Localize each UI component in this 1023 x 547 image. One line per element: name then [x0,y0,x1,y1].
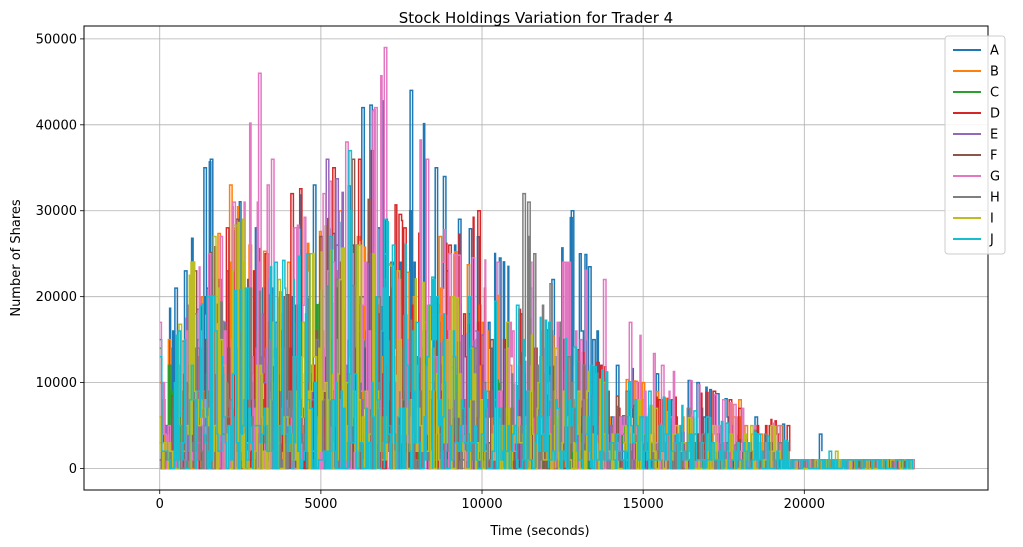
x-tick-label: 0 [156,497,164,512]
legend-label-h: H [990,191,1000,206]
y-tick-label: 10000 [36,376,77,391]
legend-label-d: D [990,107,1000,122]
y-axis-label: Number of Shares [9,199,24,317]
x-tick-label: 10000 [461,497,502,512]
plot-area [159,46,915,470]
x-tick-label: 15000 [622,497,663,512]
legend-label-c: C [990,86,999,101]
plot-frame [83,25,989,491]
legend-label-a: A [990,44,999,59]
series-lines [159,46,915,470]
y-tick-label: 30000 [36,204,77,219]
y-axis-ticks: 0 10000 20000 30000 40000 50000 [36,32,84,477]
legend-label-i: I [990,212,994,227]
legend-label-j: J [989,233,994,248]
x-axis-label: Time (seconds) [489,524,589,539]
y-tick-label: 40000 [36,118,77,133]
legend-box [944,35,1006,255]
legend-label-g: G [990,170,1000,185]
chart-title: Stock Holdings Variation for Trader 4 [399,9,673,27]
legend-label-f: F [990,149,997,164]
x-tick-label: 20000 [784,497,825,512]
x-tick-label: 5000 [304,497,337,512]
y-tick-label: 20000 [36,290,77,305]
y-tick-label: 50000 [36,32,77,47]
legend-label-b: B [990,65,999,80]
legend-label-e: E [990,128,998,143]
y-tick-label: 0 [69,462,77,477]
x-axis-ticks: 0 5000 10000 15000 20000 [156,490,825,512]
series-line-j [159,149,914,470]
